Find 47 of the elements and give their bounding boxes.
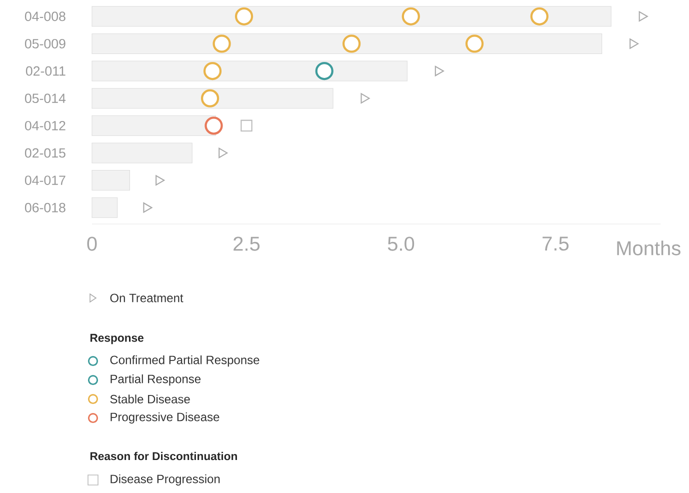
bar [92, 115, 216, 136]
y-tick-label: 06-018 [24, 202, 66, 212]
text: Reason for Discontinuation [90, 452, 237, 460]
legend-label: On Treatment [110, 294, 184, 302]
x-tick-label: 2.5 [234, 236, 260, 251]
point [143, 202, 152, 213]
x-tick-label: 7.5 [542, 236, 569, 251]
text: Response [90, 334, 144, 344]
point [434, 66, 444, 76]
y-tick-label: 02-015 [24, 148, 66, 158]
bar [92, 142, 192, 164]
point [630, 38, 639, 49]
bar [92, 197, 118, 218]
x-axis-title: Months [617, 240, 680, 256]
legend-label: Stable Disease [110, 394, 190, 404]
point [360, 93, 370, 104]
x-tick-label: 0 [87, 236, 97, 251]
point [200, 89, 220, 108]
bar [92, 33, 602, 54]
point [212, 34, 231, 53]
point [203, 62, 222, 80]
bar [92, 88, 334, 109]
point [218, 148, 228, 158]
point [342, 34, 361, 53]
x-tick-label: 5.0 [388, 236, 414, 251]
bar [92, 6, 612, 27]
point [204, 116, 223, 135]
point [638, 11, 648, 22]
y-tick-label: 05-014 [24, 94, 66, 104]
y-tick-label: 02-011 [26, 66, 66, 76]
point [156, 175, 165, 186]
legend-label: Confirmed Partial Response [110, 355, 260, 367]
legend-label: Disease Progression [110, 474, 220, 486]
point [530, 7, 548, 26]
y-tick-label: 04-008 [24, 12, 66, 22]
y-tick-label: 05-009 [24, 38, 66, 48]
legend-label: Progressive Disease [110, 412, 220, 424]
point [402, 7, 420, 26]
legend-label: Partial Response [110, 374, 201, 386]
point [465, 34, 484, 53]
bar [92, 60, 408, 82]
y-tick-label: 04-012 [24, 120, 66, 130]
y-tick-label: 04-017 [24, 176, 66, 185]
bar [92, 170, 130, 191]
point [234, 7, 254, 26]
point [240, 120, 252, 132]
point [315, 62, 334, 80]
